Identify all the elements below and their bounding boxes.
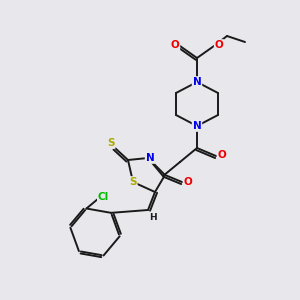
Text: S: S [129, 177, 137, 187]
Text: N: N [193, 121, 201, 131]
Text: N: N [146, 153, 154, 163]
Text: O: O [218, 150, 226, 160]
Text: O: O [214, 40, 224, 50]
Text: H: H [149, 212, 157, 221]
Text: N: N [193, 77, 201, 87]
Text: S: S [107, 138, 115, 148]
Text: Cl: Cl [98, 191, 109, 202]
Text: O: O [184, 177, 192, 187]
Text: O: O [171, 40, 179, 50]
